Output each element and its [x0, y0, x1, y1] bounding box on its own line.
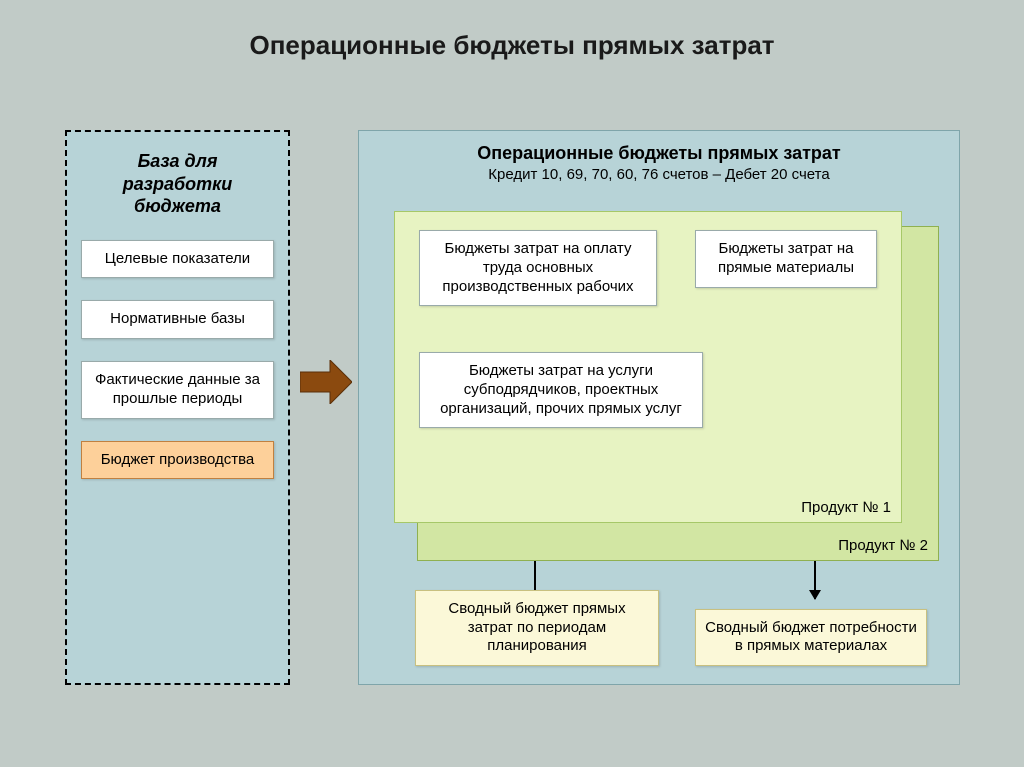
- product2-label: Продукт № 2: [838, 537, 928, 554]
- product1-label: Продукт № 1: [801, 499, 891, 516]
- product1-container: Бюджеты затрат на оплату труда основных …: [394, 211, 902, 523]
- left-item-production-budget: Бюджет производства: [81, 441, 274, 480]
- right-panel-title: Операционные бюджеты прямых затрат: [359, 143, 959, 164]
- left-panel-title: База для разработки бюджета: [81, 150, 274, 218]
- box-subcontractor-services: Бюджеты затрат на услуги субподрядчиков,…: [419, 352, 703, 428]
- box-direct-materials: Бюджеты затрат на прямые материалы: [695, 230, 877, 288]
- left-item-targets: Целевые показатели: [81, 240, 274, 279]
- right-panel: Операционные бюджеты прямых затрат Креди…: [358, 130, 960, 685]
- summary-periods: Сводный бюджет прямых затрат по периодам…: [415, 590, 659, 666]
- page-title: Операционные бюджеты прямых затрат: [0, 30, 1024, 61]
- left-panel: База для разработки бюджета Целевые пока…: [65, 130, 290, 685]
- left-item-history: Фактические данные за прошлые периоды: [81, 361, 274, 419]
- left-item-norms: Нормативные базы: [81, 300, 274, 339]
- flow-arrow-icon: [300, 360, 352, 404]
- right-panel-subtitle: Кредит 10, 69, 70, 60, 76 счетов – Дебет…: [359, 166, 959, 183]
- down-arrow-icon: [814, 561, 816, 599]
- summary-materials: Сводный бюджет потребности в прямых мате…: [695, 609, 927, 667]
- box-labor-costs: Бюджеты затрат на оплату труда основных …: [419, 230, 657, 306]
